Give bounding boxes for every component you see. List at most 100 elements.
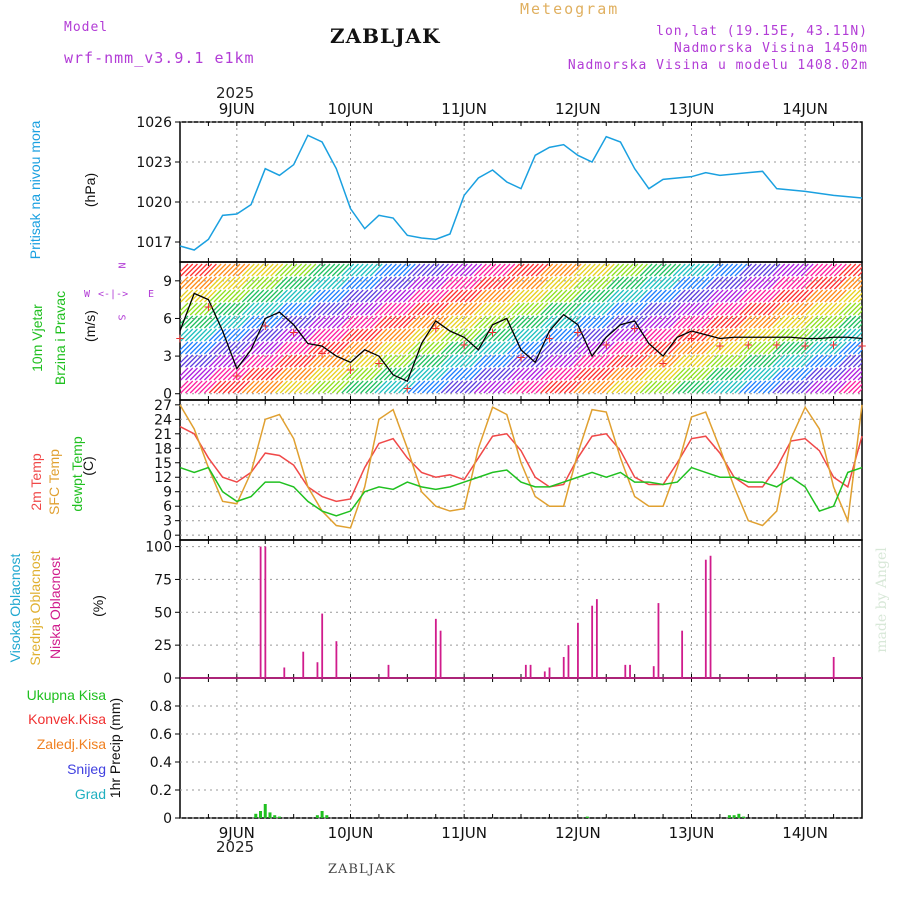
wind-barb	[838, 354, 852, 368]
wind-barb	[293, 263, 307, 277]
wind-barb	[587, 289, 601, 303]
wind-barb	[663, 263, 677, 277]
wind-barb	[739, 380, 753, 394]
wind-barb	[535, 367, 549, 381]
wind-barb	[279, 354, 293, 368]
wind-barb	[805, 341, 819, 355]
wind-barb	[227, 302, 241, 316]
wind-barb	[554, 328, 568, 342]
wind-barb	[312, 263, 326, 277]
wind-barb	[251, 289, 265, 303]
wind-barb	[369, 367, 383, 381]
wind-barb	[507, 263, 520, 277]
wind-barb	[194, 367, 208, 381]
wind-barb	[360, 367, 374, 381]
wind-barb	[251, 263, 265, 277]
wind-barb	[544, 302, 558, 316]
wind-barb	[677, 302, 691, 316]
wind-barb	[838, 315, 852, 329]
wind-barb	[526, 302, 539, 316]
wind-barb	[734, 354, 748, 368]
wind-barb	[568, 302, 582, 316]
wind-barb	[615, 341, 629, 355]
wind-barb	[606, 354, 620, 368]
wind-speed-line	[179, 292, 863, 383]
wind-barb	[540, 302, 554, 316]
panel-frame-pressure	[179, 121, 863, 263]
wind-barb	[322, 276, 336, 290]
wind-barb	[578, 328, 592, 342]
wind-barb	[421, 315, 435, 329]
wind-barb	[819, 341, 833, 355]
wind-barb	[739, 367, 753, 381]
wind-barb	[540, 367, 554, 381]
wind-barb	[369, 302, 383, 316]
wind-barb	[473, 276, 487, 290]
wind-barb	[781, 341, 795, 355]
wind-barb	[634, 354, 648, 368]
wind-barb	[800, 302, 814, 316]
wind-barb	[554, 380, 568, 394]
wind-barb	[781, 354, 795, 368]
wind-barb	[303, 315, 317, 329]
wind-barb	[705, 302, 719, 316]
cloud-bar	[567, 645, 570, 678]
y-tick-label: 3	[163, 349, 172, 365]
precip-bar	[254, 813, 258, 818]
wind-barb	[644, 302, 658, 316]
wind-barb	[293, 328, 307, 342]
wind-barb	[530, 354, 544, 368]
wind-barb	[729, 302, 743, 316]
wind-barb	[649, 263, 663, 277]
wind-barb	[734, 302, 748, 316]
wind-barb	[814, 289, 828, 303]
wind-barb	[824, 341, 838, 355]
wind-barb	[208, 289, 222, 303]
wind-barb	[322, 302, 336, 316]
wind-barb	[535, 315, 549, 329]
footer-station: ZABLJAK	[328, 862, 396, 877]
wind-barb	[341, 328, 355, 342]
pressure-line	[179, 134, 863, 251]
wind-barb	[256, 328, 269, 342]
wind-barb	[180, 302, 189, 312]
x-day-label-top: 12JUN	[555, 100, 601, 118]
wind-barb	[180, 367, 194, 381]
gust-marker: +	[203, 300, 213, 314]
cloud-bar	[577, 622, 579, 678]
wind-barb	[663, 328, 677, 342]
wind-barb	[691, 341, 705, 355]
wind-barb	[819, 315, 833, 329]
wind-barb	[270, 276, 284, 290]
wind-barb	[578, 289, 592, 303]
wind-barb	[573, 380, 587, 394]
wind-barb	[454, 367, 468, 381]
wind-barb	[199, 263, 213, 277]
wind-barb	[615, 380, 629, 394]
wind-barb	[573, 328, 587, 342]
wind-barb	[274, 367, 288, 381]
wind-barb	[445, 302, 459, 316]
wind-barb	[412, 328, 426, 342]
wind-barb	[492, 328, 506, 342]
wind-barb	[573, 367, 587, 381]
cloud-bar	[283, 667, 286, 678]
wind-barb	[274, 289, 288, 303]
wind-barb	[672, 289, 686, 303]
wind-barb	[578, 367, 592, 381]
x-day-label-top: 13JUN	[669, 100, 715, 118]
wind-barb	[298, 380, 312, 394]
wind-barb	[691, 354, 705, 368]
wind-barb	[530, 328, 544, 342]
wind-barb	[393, 276, 407, 290]
wind-barb	[360, 354, 374, 368]
wind-barb	[251, 315, 265, 329]
wind-barb	[781, 276, 795, 290]
cloud-bar	[264, 546, 267, 678]
wind-barb	[417, 263, 431, 277]
wind-barb	[615, 276, 629, 290]
wind-barb	[649, 367, 663, 381]
wind-barb	[185, 341, 198, 355]
wind-barb	[701, 263, 715, 277]
wind-barb	[492, 341, 506, 355]
